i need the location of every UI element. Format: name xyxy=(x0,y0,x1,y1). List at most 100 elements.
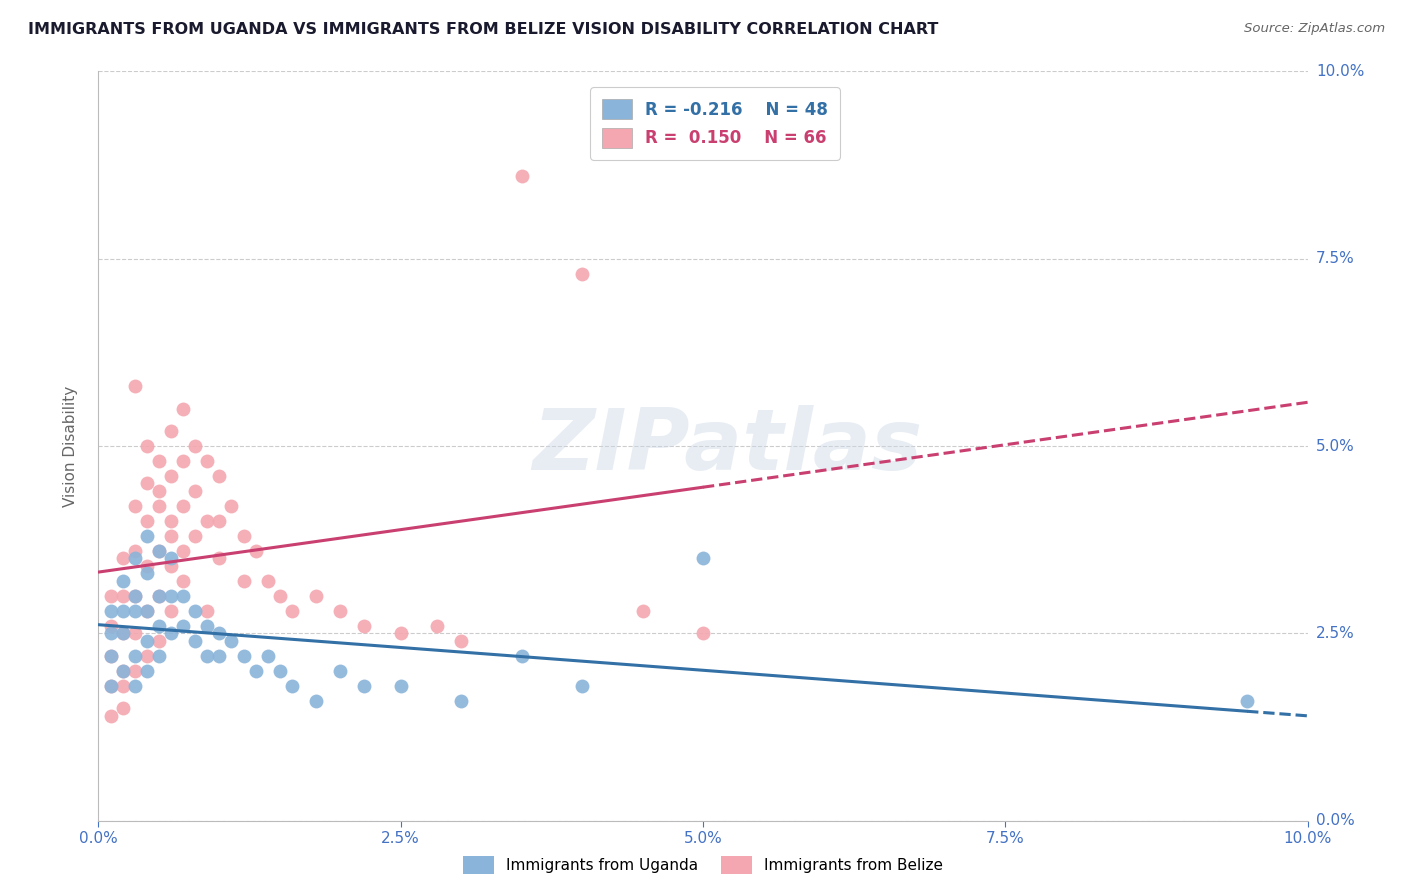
Point xyxy=(510,169,533,184)
Point xyxy=(135,664,157,678)
Point xyxy=(510,648,533,663)
Point xyxy=(281,604,304,618)
Point xyxy=(160,514,183,528)
Point xyxy=(100,604,122,618)
Point xyxy=(389,626,412,640)
Point xyxy=(124,544,146,558)
Point xyxy=(329,664,352,678)
Point xyxy=(160,558,183,573)
Point xyxy=(100,626,122,640)
Point xyxy=(111,574,134,588)
Point xyxy=(281,679,304,693)
Point xyxy=(135,566,157,581)
Point xyxy=(100,589,122,603)
Point xyxy=(124,551,146,566)
Point xyxy=(148,454,170,468)
Point xyxy=(124,626,146,640)
Point xyxy=(100,679,122,693)
Point xyxy=(135,633,157,648)
Point xyxy=(426,619,449,633)
Point xyxy=(232,574,254,588)
Point xyxy=(221,499,243,513)
Point xyxy=(100,648,122,663)
Point xyxy=(148,619,170,633)
Point xyxy=(692,551,714,566)
Point xyxy=(389,679,412,693)
Point xyxy=(148,499,170,513)
Point xyxy=(148,589,170,603)
Point xyxy=(124,604,146,618)
Point xyxy=(184,604,207,618)
Point xyxy=(256,648,278,663)
Point xyxy=(148,589,170,603)
Point xyxy=(148,483,170,498)
Point xyxy=(305,589,328,603)
Point xyxy=(232,648,254,663)
Point xyxy=(256,574,278,588)
Point xyxy=(100,708,122,723)
Point xyxy=(195,454,218,468)
Point xyxy=(100,619,122,633)
Point xyxy=(111,664,134,678)
Point xyxy=(148,544,170,558)
Point xyxy=(100,648,122,663)
Point xyxy=(329,604,352,618)
Point xyxy=(450,694,472,708)
Point xyxy=(195,514,218,528)
Point xyxy=(221,633,243,648)
Point xyxy=(124,664,146,678)
Point xyxy=(245,664,267,678)
Point xyxy=(148,544,170,558)
Point xyxy=(232,529,254,543)
Point xyxy=(160,589,183,603)
Point xyxy=(184,483,207,498)
Point xyxy=(172,454,194,468)
Point xyxy=(195,604,218,618)
Point xyxy=(160,626,183,640)
Point xyxy=(631,604,654,618)
Point xyxy=(208,514,231,528)
Point xyxy=(111,664,134,678)
Point xyxy=(172,619,194,633)
Point xyxy=(172,499,194,513)
Text: 2.5%: 2.5% xyxy=(1316,626,1354,640)
Text: Source: ZipAtlas.com: Source: ZipAtlas.com xyxy=(1244,22,1385,36)
Point xyxy=(135,476,157,491)
Point xyxy=(135,439,157,453)
Text: 10.0%: 10.0% xyxy=(1316,64,1364,78)
Point xyxy=(135,604,157,618)
Point xyxy=(148,633,170,648)
Point xyxy=(135,514,157,528)
Point xyxy=(172,401,194,416)
Point xyxy=(172,574,194,588)
Point xyxy=(124,589,146,603)
Text: 0.0%: 0.0% xyxy=(1316,814,1354,828)
Point xyxy=(208,648,231,663)
Legend: Immigrants from Uganda, Immigrants from Belize: Immigrants from Uganda, Immigrants from … xyxy=(457,850,949,880)
Point xyxy=(571,267,593,281)
Text: 5.0%: 5.0% xyxy=(1316,439,1354,453)
Point xyxy=(135,558,157,573)
Point xyxy=(111,604,134,618)
Point xyxy=(269,664,291,678)
Text: 7.5%: 7.5% xyxy=(1316,252,1354,266)
Point xyxy=(692,626,714,640)
Point xyxy=(111,626,134,640)
Point xyxy=(184,529,207,543)
Point xyxy=(353,679,375,693)
Point xyxy=(172,589,194,603)
Point xyxy=(160,551,183,566)
Point xyxy=(160,529,183,543)
Point xyxy=(124,589,146,603)
Point xyxy=(124,648,146,663)
Point xyxy=(124,679,146,693)
Point xyxy=(208,469,231,483)
Point xyxy=(111,701,134,715)
Point xyxy=(208,626,231,640)
Point xyxy=(135,529,157,543)
Point xyxy=(208,551,231,566)
Point xyxy=(353,619,375,633)
Point xyxy=(195,619,218,633)
Point xyxy=(1236,694,1258,708)
Point xyxy=(184,633,207,648)
